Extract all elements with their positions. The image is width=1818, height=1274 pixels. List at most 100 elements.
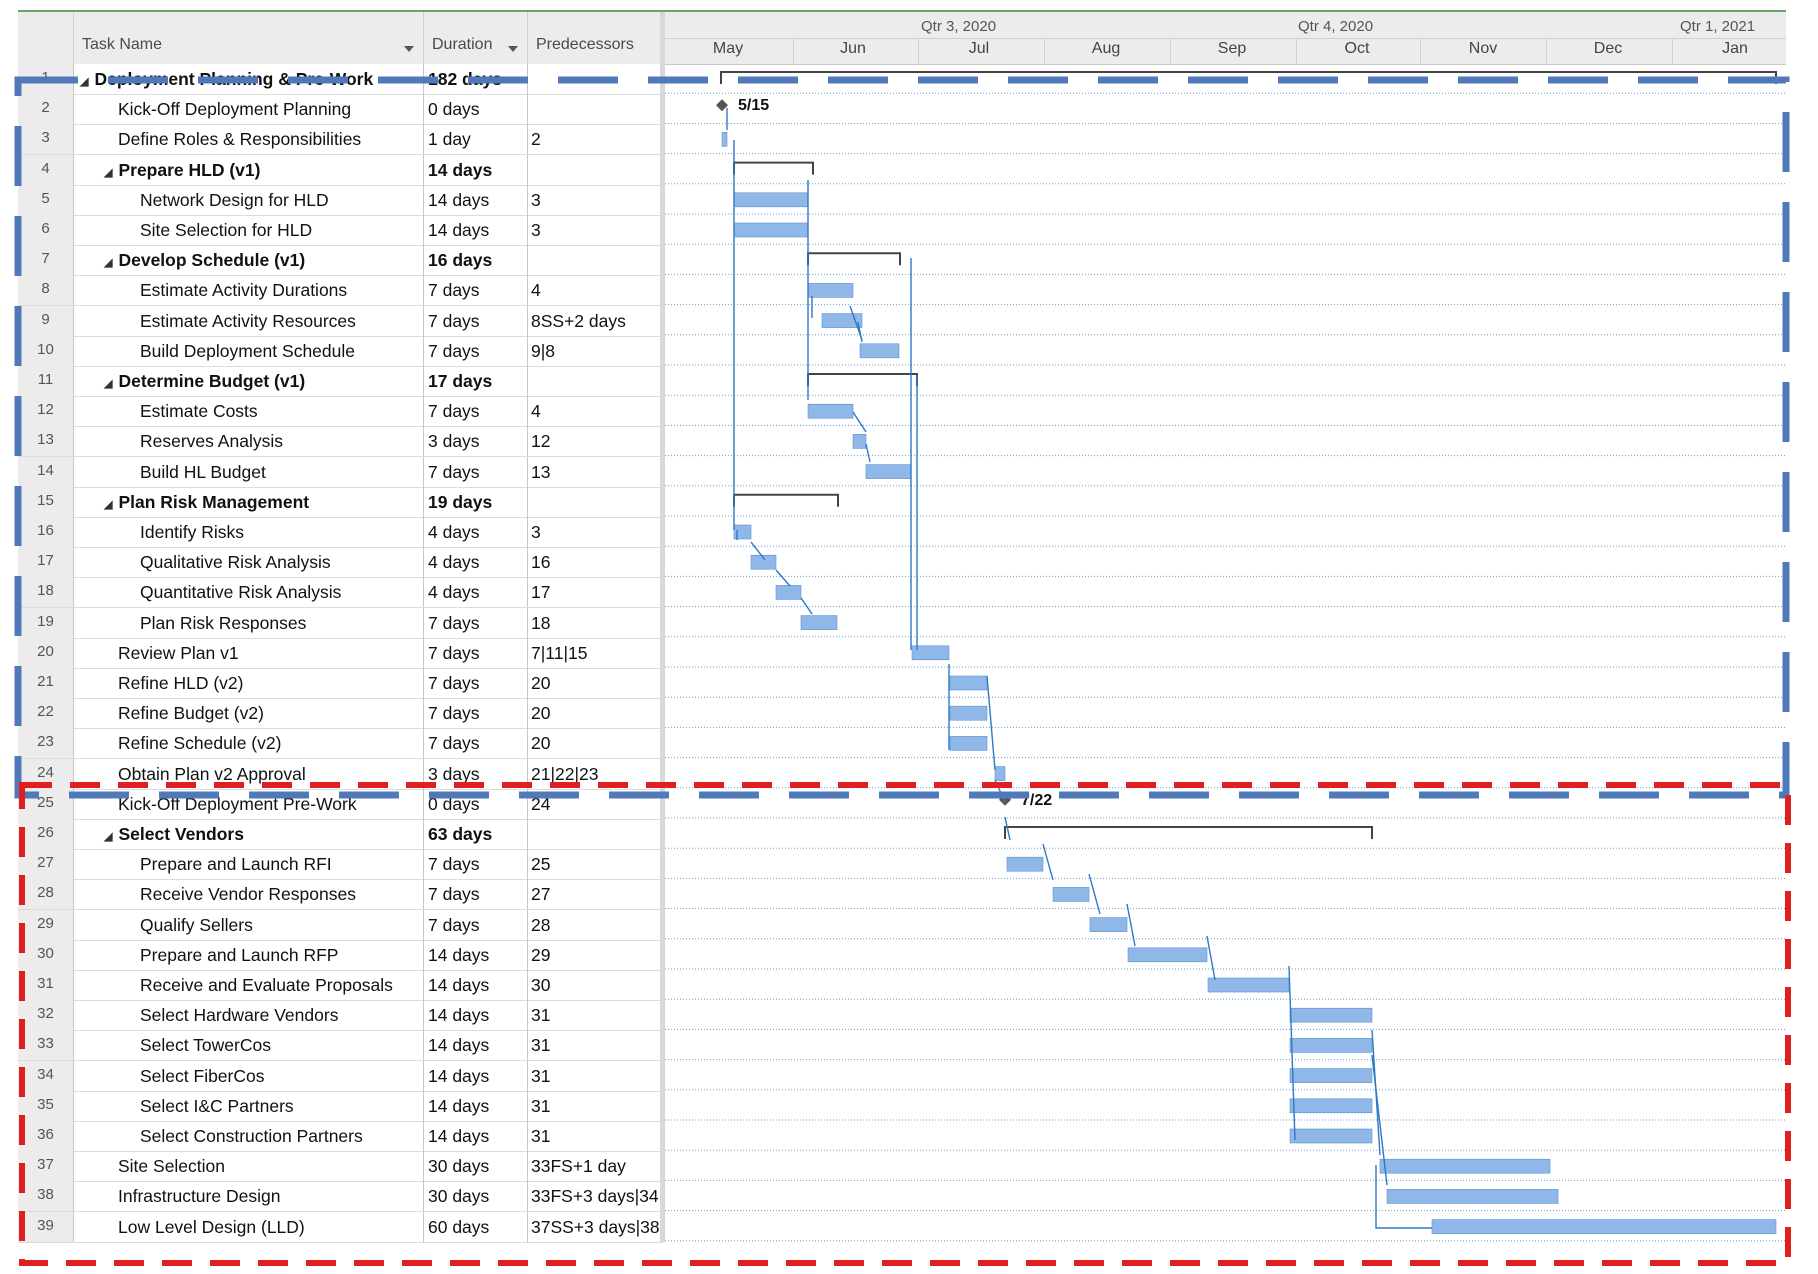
predecessors-cell[interactable]: 31 [531,1065,551,1086]
row-number[interactable]: 14 [18,456,74,487]
table-row[interactable]: 32 Select Hardware Vendors 14 days 31 [18,1000,663,1032]
table-row[interactable]: 3 Define Roles & Responsibilities 1 day 2 [18,124,663,156]
duration-cell[interactable]: 14 days [424,1060,528,1091]
row-number[interactable]: 39 [18,1211,74,1242]
task-bar[interactable] [1052,887,1090,902]
predecessors-cell[interactable]: 16 [531,552,551,573]
row-number[interactable]: 38 [18,1181,74,1212]
table-row[interactable]: 5 Network Design for HLD 14 days 3 [18,184,663,216]
predecessors-cell[interactable]: 13 [531,461,551,482]
task-name-cell[interactable]: Plan Risk Responses [74,607,424,638]
chevron-down-icon[interactable] [508,46,518,52]
table-row[interactable]: 37 Site Selection 30 days 33FS+1 day [18,1151,663,1183]
row-number[interactable]: 26 [18,819,74,849]
predecessors-cell[interactable]: 33FS+3 days|34 [531,1186,659,1207]
duration-cell[interactable]: 7 days [424,728,528,759]
duration-cell[interactable]: 1 day [424,124,528,155]
predecessors-cell[interactable]: 7|11|15 [531,642,588,663]
table-row[interactable]: 6 Site Selection for HLD 14 days 3 [18,215,663,246]
row-number[interactable]: 9 [18,305,74,336]
task-bar[interactable] [911,645,950,661]
predecessors-cell[interactable]: 20 [531,673,551,693]
row-number[interactable]: 7 [18,245,74,276]
row-number[interactable]: 2 [18,94,74,125]
duration-cell[interactable]: 14 days [424,1121,528,1151]
task-name-cell[interactable]: ◢ Determine Budget (v1) [74,366,424,396]
table-row[interactable]: 36 Select Construction Partners 14 days 31 [18,1121,663,1152]
task-bar[interactable] [733,222,809,238]
task-name-cell[interactable]: Kick-Off Deployment Planning [74,94,424,125]
duration-cell[interactable]: 7 days [424,607,528,638]
task-name-cell[interactable]: Site Selection [74,1151,424,1182]
table-row[interactable]: 33 Select TowerCos 14 days 31 [18,1030,663,1062]
task-name-cell[interactable]: Estimate Costs [74,396,424,427]
task-bar[interactable] [852,434,867,449]
table-row[interactable]: 4 ◢ Prepare HLD (v1) 14 days [18,154,663,186]
duration-cell[interactable]: 14 days [424,1030,528,1061]
duration-cell[interactable]: 7 days [424,275,528,306]
duration-cell[interactable]: 3 days [424,758,528,789]
task-name-cell[interactable]: Refine Budget (v2) [74,698,424,729]
row-number[interactable]: 4 [18,154,74,185]
predecessors-cell[interactable]: 31 [531,1035,551,1056]
summary-bar[interactable] [807,252,901,266]
duration-cell[interactable]: 4 days [424,517,528,547]
table-row[interactable]: 22 Refine Budget (v2) 7 days 20 [18,698,663,730]
row-number[interactable]: 30 [18,939,74,970]
row-number[interactable]: 8 [18,275,74,306]
task-bar[interactable] [1006,856,1044,872]
predecessors-cell[interactable]: 9|8 [531,340,556,361]
duration-cell[interactable]: 7 days [424,456,528,487]
task-name-cell[interactable]: Select I&C Partners [74,1090,424,1121]
task-bar[interactable] [859,343,900,359]
task-bar[interactable] [1431,1219,1777,1234]
duration-cell[interactable]: 30 days [424,1181,528,1212]
row-number[interactable]: 33 [18,1030,74,1061]
table-row[interactable]: 12 Estimate Costs 7 days 4 [18,396,663,428]
task-name-cell[interactable]: Review Plan v1 [74,637,424,668]
table-row[interactable]: 21 Refine HLD (v2) 7 days 20 [18,668,663,699]
row-number[interactable]: 11 [18,366,74,396]
task-name-cell[interactable]: Obtain Plan v2 Approval [74,758,424,789]
task-name-cell[interactable]: Build HL Budget [74,456,424,487]
task-bar[interactable] [807,283,854,298]
duration-cell[interactable]: 7 days [424,668,528,698]
duration-cell[interactable]: 14 days [424,215,528,245]
duration-cell[interactable]: 7 days [424,396,528,427]
task-name-cell[interactable]: Qualify Sellers [74,909,424,940]
task-name-cell[interactable]: Low Level Design (LLD) [74,1211,424,1242]
duration-cell[interactable]: 4 days [424,547,528,578]
task-bar[interactable] [733,524,752,540]
row-number[interactable]: 29 [18,909,74,940]
row-number[interactable]: 21 [18,668,74,698]
table-row[interactable]: 16 Identify Risks 4 days 3 [18,517,663,548]
task-bar[interactable] [1289,1098,1373,1114]
task-name-cell[interactable]: Reserves Analysis [74,426,424,457]
predecessors-cell[interactable]: 37SS+3 days|38 [531,1216,660,1237]
task-bar[interactable] [1089,917,1128,932]
duration-cell[interactable]: 3 days [424,426,528,457]
table-row[interactable]: 15 ◢ Plan Risk Management 19 days [18,486,663,518]
table-row[interactable]: 26 ◢ Select Vendors 63 days [18,819,663,850]
duration-cell[interactable]: 7 days [424,879,528,910]
predecessors-cell[interactable]: 3 [531,220,541,240]
duration-cell[interactable]: 0 days [424,788,528,819]
table-row[interactable]: 38 Infrastructure Design 30 days 33FS+3 day… [18,1181,663,1213]
task-name-cell[interactable]: Estimate Activity Resources [74,305,424,336]
task-name-cell[interactable]: Prepare and Launch RFP [74,939,424,970]
row-number[interactable]: 12 [18,396,74,427]
duration-cell[interactable]: 17 days [424,366,528,396]
task-bar[interactable] [1289,1068,1373,1083]
predecessors-cell[interactable]: 18 [531,612,551,633]
task-name-cell[interactable]: Quantitative Risk Analysis [74,577,424,608]
task-name-cell[interactable]: Infrastructure Design [74,1181,424,1212]
task-name-cell[interactable]: ◢ Plan Risk Management [74,486,424,517]
task-name-cell[interactable]: Select Construction Partners [74,1121,424,1151]
table-row[interactable]: 39 Low Level Design (LLD) 60 days 37SS+3 da… [18,1211,663,1243]
row-number[interactable]: 28 [18,879,74,910]
task-bar[interactable] [1379,1158,1551,1174]
row-number[interactable]: 3 [18,124,74,155]
predecessors-cell[interactable]: 2 [531,129,541,150]
summary-bar[interactable] [733,493,839,507]
task-name-cell[interactable]: Select Hardware Vendors [74,1000,424,1031]
